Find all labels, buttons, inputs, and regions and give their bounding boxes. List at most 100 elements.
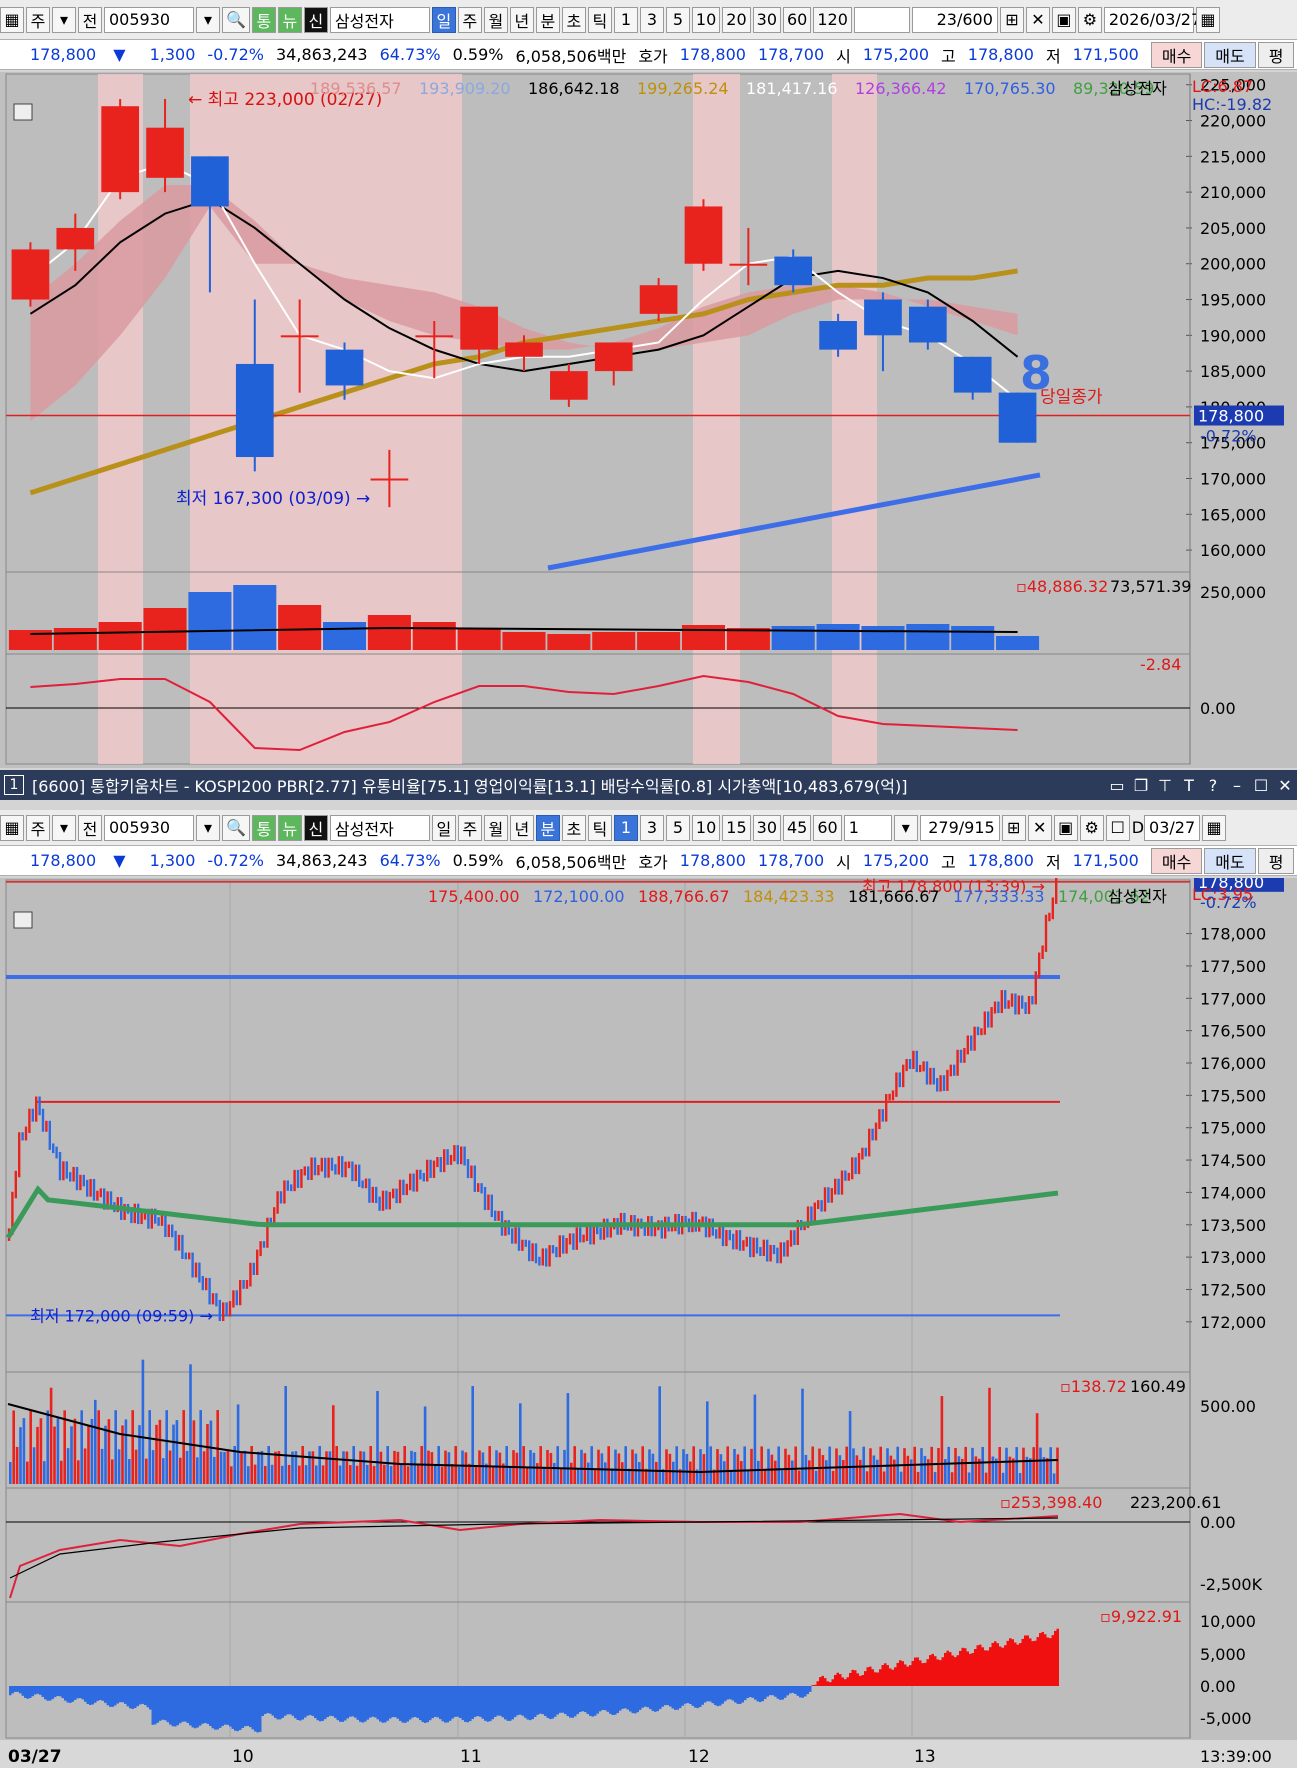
minute-volume-bar [498, 1452, 502, 1484]
minute-1[interactable]: 1 [613, 814, 638, 841]
search-icon[interactable]: 🔍 [222, 814, 250, 841]
type-select[interactable]: 주 [26, 6, 50, 33]
sell-button[interactable]: 매도 [1204, 847, 1256, 874]
period-minute[interactable]: 분 [535, 814, 560, 841]
prev-button[interactable]: 전 [78, 6, 102, 33]
minimize-icon[interactable]: – [1233, 775, 1241, 795]
chevron-down-icon[interactable]: ▾ [893, 814, 918, 841]
tong-button[interactable]: 통 [251, 814, 276, 841]
buy-button[interactable]: 매수 [1150, 41, 1203, 68]
eval-button[interactable]: 평 [1257, 41, 1295, 68]
period-tick[interactable]: 틱 [587, 814, 612, 841]
gear-icon[interactable]: ⚙ [1079, 814, 1104, 841]
minute-volume-bar [386, 1446, 389, 1484]
chevron-down-icon[interactable]: ▾ [196, 6, 220, 33]
osc-bar [456, 1686, 459, 1717]
draw-icon[interactable]: ✕ [1027, 814, 1052, 841]
code-input[interactable]: 005930 [104, 6, 194, 33]
minute-10[interactable]: 10 [691, 6, 721, 33]
period-day[interactable]: 일 [431, 6, 456, 33]
period-year[interactable]: 년 [509, 814, 534, 841]
minute-20[interactable]: 20 [722, 6, 751, 33]
maximize-icon[interactable]: ☐ [1253, 775, 1269, 795]
osc-bar [684, 1686, 687, 1704]
date-input[interactable]: 03/27 [1144, 814, 1201, 841]
minute-volume-bar [678, 1469, 682, 1484]
calendar-icon[interactable]: ▦ [1195, 6, 1220, 33]
layout-icon[interactable]: ▦ [0, 814, 24, 841]
chevron-down-icon[interactable]: ▾ [196, 814, 220, 841]
date-input[interactable]: 2026/03/27 [1103, 6, 1201, 33]
split-icon[interactable]: ▭ [1109, 775, 1125, 795]
minute-15[interactable]: 15 [722, 814, 751, 841]
interval-select[interactable]: 1 [843, 814, 892, 841]
layout-icon[interactable]: ▦ [0, 6, 24, 33]
indicator-icon[interactable]: ⊞ [999, 6, 1024, 33]
period-tick[interactable]: 틱 [587, 6, 612, 33]
save-icon[interactable]: ▣ [1053, 814, 1078, 841]
calendar-icon[interactable]: ▦ [1202, 814, 1227, 841]
sin-button[interactable]: 신 [303, 6, 328, 33]
period-week[interactable]: 주 [457, 814, 482, 841]
period-month[interactable]: 월 [483, 6, 508, 33]
period-second[interactable]: 초 [561, 814, 586, 841]
count-input[interactable]: 23/600 [911, 6, 998, 33]
nyu-button[interactable]: 뉴 [277, 6, 302, 33]
minute-45[interactable]: 45 [783, 814, 812, 841]
sell-button[interactable]: 매도 [1204, 41, 1256, 68]
osc-bar [996, 1643, 999, 1686]
minute-60[interactable]: 60 [813, 814, 842, 841]
osc-bar [519, 1686, 522, 1715]
type-select[interactable]: 주 [26, 814, 50, 841]
tong-button[interactable]: 통 [251, 6, 276, 33]
chevron-down-icon[interactable]: ▾ [52, 814, 76, 841]
period-month[interactable]: 월 [483, 814, 508, 841]
buy-button[interactable]: 매수 [1150, 847, 1203, 874]
eval-button[interactable]: 평 [1257, 847, 1295, 874]
gear-icon[interactable]: ⚙ [1077, 6, 1102, 33]
help-icon[interactable]: ? [1208, 775, 1218, 795]
prev-button[interactable]: 전 [78, 814, 102, 841]
minute-10[interactable]: 10 [691, 814, 721, 841]
minute-120[interactable]: 120 [813, 6, 852, 33]
nyu-button[interactable]: 뉴 [277, 814, 302, 841]
period-second[interactable]: 초 [561, 6, 586, 33]
search-icon[interactable]: 🔍 [222, 6, 250, 33]
period-year[interactable]: 년 [509, 6, 534, 33]
minute-5[interactable]: 5 [665, 6, 690, 33]
period-day[interactable]: 일 [431, 814, 456, 841]
text-icon[interactable]: T [1184, 775, 1194, 795]
minute-volume-bar [141, 1359, 145, 1484]
osc-bar [256, 1686, 259, 1733]
pin-icon[interactable]: ⊤ [1158, 775, 1172, 795]
count-input[interactable]: 279/915 [919, 814, 1000, 841]
code-input[interactable]: 005930 [104, 814, 194, 841]
minute-volume-bar [876, 1459, 879, 1484]
stock-name-field[interactable]: 삼성전자 [329, 814, 430, 841]
period-minute[interactable]: 분 [535, 6, 560, 33]
osc-bar [626, 1686, 629, 1710]
minute-30[interactable]: 30 [752, 814, 781, 841]
minute-60[interactable]: 60 [783, 6, 812, 33]
minute-5[interactable]: 5 [665, 814, 690, 841]
daily-chart[interactable]: 225,000 220,000 215,000 210,000 205,000 200,0… [0, 72, 1297, 768]
indicator-icon[interactable]: ⊞ [1001, 814, 1026, 841]
save-icon[interactable]: ▣ [1051, 6, 1076, 33]
minute-3[interactable]: 3 [639, 6, 664, 33]
copy-icon[interactable]: ❐ [1133, 775, 1149, 795]
close-icon[interactable]: ✕ [1278, 775, 1292, 795]
minute-chart[interactable]: 178,000 177,500 177,000 176,500 176,000 175,5… [0, 878, 1297, 1768]
minute-3[interactable]: 3 [639, 814, 664, 841]
minute-1[interactable]: 1 [613, 6, 638, 33]
sin-button[interactable]: 신 [303, 814, 328, 841]
stock-name-field[interactable]: 삼성전자 [329, 6, 430, 33]
d-checkbox[interactable]: ☐ [1105, 814, 1130, 841]
osc-bar [46, 1686, 49, 1701]
period-week[interactable]: 주 [457, 6, 482, 33]
custom-interval-input[interactable] [853, 6, 910, 33]
osc-bar [901, 1661, 904, 1686]
chevron-down-icon[interactable]: ▾ [52, 6, 76, 33]
draw-icon[interactable]: ✕ [1025, 6, 1050, 33]
minute-30[interactable]: 30 [752, 6, 781, 33]
osc-bar [799, 1686, 802, 1698]
